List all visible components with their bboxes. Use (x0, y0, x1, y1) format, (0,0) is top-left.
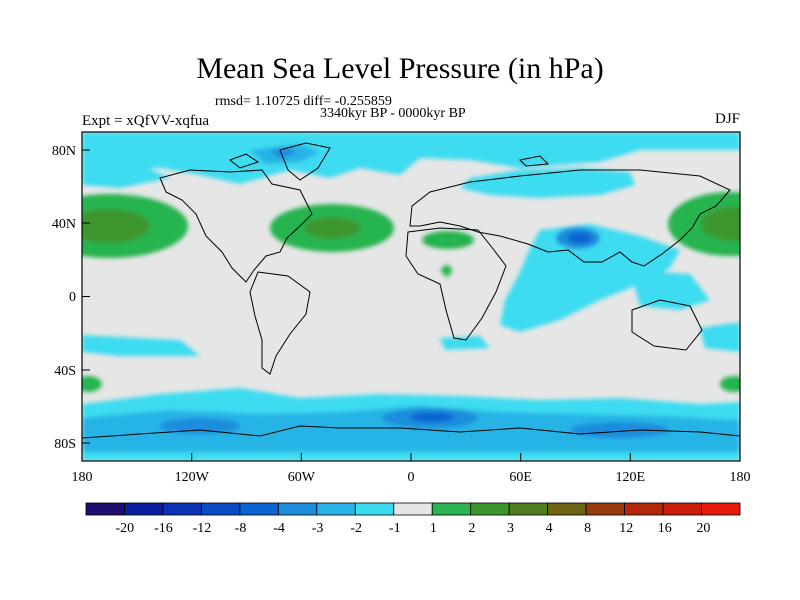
chart-title: Mean Sea Level Pressure (in hPa) (196, 52, 604, 85)
anomaly-pacific-north (82, 160, 170, 188)
colorbar-box (470, 502, 510, 516)
colorbar-label: 20 (696, 521, 710, 536)
colorbar-box (585, 502, 625, 516)
colorbar-box (85, 502, 125, 516)
colorbar-box (162, 502, 202, 516)
anomaly-antarctic-low-atlantic-core (410, 412, 454, 422)
anomaly-greenland-core (268, 148, 296, 158)
anomaly-north-pacific-high-east-core (701, 207, 740, 241)
anomaly-north-atlantic-high-core (304, 217, 360, 239)
colorbar-label: -8 (235, 521, 247, 536)
colorbar-label: 16 (658, 521, 672, 536)
anomaly-south-pacific-high (82, 376, 102, 392)
coastline-europe-asia (409, 169, 731, 267)
colorbar-box (354, 502, 395, 516)
colorbar-label: -12 (193, 521, 212, 536)
anomaly-south-atlantic-band (440, 336, 490, 350)
coastline-south-america (249, 271, 311, 375)
anomaly-australia-south-band (700, 322, 740, 352)
colorbar-labels: -20 -16 -12 -8 -4 -3 -2 -1 1 2 3 4 8 12 … (115, 521, 710, 536)
lat-tick-label: 80N (52, 144, 76, 159)
colorbar-box (547, 502, 587, 516)
coastline-arctic-islands (229, 153, 550, 169)
coastline-greenland (279, 142, 331, 181)
colorbar-box (701, 502, 741, 516)
anomaly-south-indian-high (720, 376, 740, 392)
axis-ticks (81, 149, 741, 461)
lon-tick-label: 120E (616, 470, 646, 485)
lon-tick-label: 60W (288, 470, 316, 485)
colorbar-box (508, 502, 549, 516)
colorbar-box (662, 502, 702, 516)
anomaly-eurasia-north (460, 168, 635, 198)
anomaly-antarctic-low-pacific (160, 418, 240, 434)
colorbar-label: -1 (389, 521, 401, 536)
colorbar-box (316, 502, 356, 516)
colorbar-label: -20 (115, 521, 134, 536)
colorbar-box (624, 502, 664, 516)
rmsd-diff-label: rmsd= 1.10725 diff= -0.255859 (215, 94, 392, 109)
colorbar-label: 4 (546, 521, 553, 536)
colorbar-label: 12 (619, 521, 633, 536)
colorbar-label: 2 (468, 521, 475, 536)
colorbar-box (431, 502, 472, 516)
colorbar-box (201, 502, 241, 516)
lon-tick-label: 60E (509, 470, 532, 485)
colorbar (85, 502, 741, 516)
colorbar-box (239, 502, 279, 516)
coastline-antarctica (82, 425, 740, 439)
anomaly-south-pacific-band (82, 335, 200, 356)
colorbar-box (277, 502, 318, 516)
anomaly-africa-small-high (440, 264, 453, 278)
colorbar-label: 3 (507, 521, 514, 536)
lat-tick-label: 80S (54, 437, 76, 452)
colorbar-label: -2 (350, 521, 362, 536)
colorbar-label: -4 (273, 521, 285, 536)
lon-tick-label: 180 (72, 470, 93, 485)
season-label: DJF (714, 111, 740, 127)
coastlines (82, 142, 740, 439)
anomaly-north-pacific-high-west-core (82, 209, 150, 243)
colorbar-box (393, 502, 433, 516)
anomaly-indian-ocean-low-east (630, 270, 710, 310)
period-label: 3340kyr BP - 0000kyr BP (320, 106, 466, 121)
colorbar-label: -16 (154, 521, 173, 536)
colorbar-label: -3 (312, 521, 324, 536)
lon-tick-label: 0 (408, 470, 415, 485)
lat-tick-label: 0 (69, 290, 76, 305)
anomaly-tibet-low-core (568, 232, 592, 244)
lat-tick-label: 40S (54, 364, 76, 379)
anomaly-north-africa-high (422, 231, 474, 249)
lon-tick-label: 120W (175, 470, 210, 485)
coastline-africa (405, 227, 507, 341)
lon-tick-label: 180 (730, 470, 751, 485)
anomaly-antarctic-low-indian (570, 422, 670, 438)
colorbar-label: 1 (430, 521, 437, 536)
colorbar-box (124, 502, 164, 516)
lat-tick-label: 40N (52, 217, 76, 232)
coastline-north-america (159, 169, 313, 283)
coastline-australia (631, 299, 703, 351)
experiment-label: Expt = xQfVV-xqfua (82, 113, 210, 129)
colorbar-label: 8 (584, 521, 591, 536)
